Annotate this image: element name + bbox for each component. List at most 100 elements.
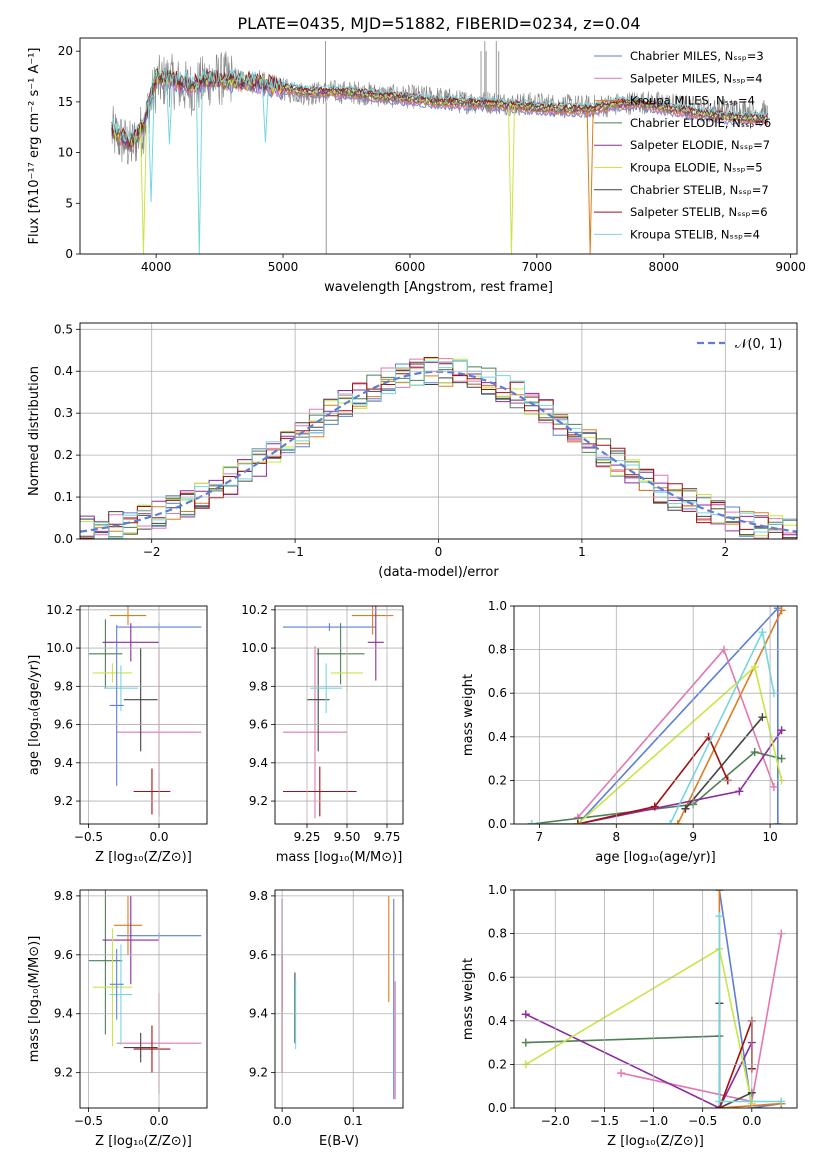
plus-marker	[758, 628, 767, 637]
plus-marker	[715, 1097, 724, 1106]
spectrum-legend: Chabrier MILES, Nₛₛₚ=3 Salpeter MILES, Nₛ…	[594, 49, 771, 241]
x-axis-label: E(B-V)	[319, 1134, 359, 1149]
mass-vs-Z-plot-area	[88, 890, 202, 1094]
plus-marker	[673, 820, 682, 824]
absorption-dip	[261, 84, 269, 143]
residual-histogram-axes: −2 −1 0 1 2 0.0 0.1 0.2 0.3 0.4 0.5 (data-model)/er…	[27, 322, 798, 580]
age-vs-mass-plot-area	[283, 606, 394, 819]
age-vs-mass-axes: 9.25 9.50 9.75 9.2 9.4 9.6 9.8 10.0 10.2 mass [lo…	[241, 603, 404, 865]
spectrum-axes: 4000 5000 6000 7000 8000 9000 0 5 10 15 20 waveleng…	[27, 37, 806, 295]
x-tick-label: 6000	[395, 260, 426, 274]
errorbar-point	[123, 1032, 158, 1063]
absorption-dip	[147, 96, 155, 203]
spectrum-plot-area	[111, 41, 769, 254]
massweight-vs-age-axes: 7 8 9 10 0.0 0.2 0.4 0.6 0.8 1.0 age [log₁₀(age/yr…	[461, 599, 798, 865]
x-tick-label: 9.50	[334, 830, 361, 844]
mass-weight-line-2	[718, 890, 782, 1108]
mass-weight-line-4	[577, 729, 783, 824]
legend-label: Kroupa ELODIE, Nₛₛₚ=5	[630, 161, 763, 175]
y-tick-label: 9.6	[54, 948, 73, 962]
axes-frame	[79, 37, 798, 255]
x-axis-label: Z [log₁₀(Z/Z⊙)]	[607, 1134, 704, 1149]
x-tick-label: 9.75	[374, 830, 401, 844]
absorption-dip	[165, 78, 173, 145]
legend-label: Salpeter STELIB, Nₛₛₚ=6	[630, 205, 768, 219]
mass-weight-line-3	[531, 751, 782, 824]
y-tick-label: 0.4	[488, 730, 507, 744]
x-tick-label: 4000	[141, 260, 172, 274]
x-axis-label: mass [log₁₀(M/M⊙)]	[276, 850, 403, 865]
errorbar-point	[109, 944, 133, 1045]
mass-vs-ebv-axes: 0.0 0.1 9.2 9.4 9.6 9.8 E(B-V)	[249, 889, 404, 1149]
axes-frame	[79, 605, 208, 825]
age-vs-Z-plot-area	[88, 606, 202, 817]
errorbar-point	[351, 606, 394, 635]
axes-frame	[513, 605, 798, 825]
x-axis-label: Z [log₁₀(Z/Z⊙)]	[95, 1134, 192, 1149]
plus-marker	[777, 606, 786, 615]
y-tick-label: 10.2	[241, 603, 268, 617]
y-tick-label: 9.2	[54, 1066, 73, 1080]
y-tick-label: 0.2	[488, 1057, 507, 1071]
x-tick-label: −0.5	[688, 1114, 717, 1128]
mass-weight-line-1	[620, 933, 783, 1103]
errorbar-point	[133, 1025, 171, 1073]
mass-weight-line-5	[525, 947, 753, 1104]
y-tick-label: 9.8	[54, 679, 73, 693]
legend-label: 𝒩(0, 1)	[735, 337, 782, 352]
errorbar-point	[92, 928, 133, 1047]
y-tick-label: 0.3	[54, 406, 73, 420]
y-tick-label: 0.4	[488, 1014, 507, 1028]
x-tick-label: 5000	[268, 260, 299, 274]
axes-frame	[513, 889, 798, 1109]
x-tick-label: 10	[762, 830, 777, 844]
errorbar-point	[367, 606, 384, 681]
x-tick-label: 9000	[775, 260, 806, 274]
x-tick-label: 7000	[522, 260, 553, 274]
plus-marker	[617, 1069, 626, 1078]
plus-marker	[773, 820, 782, 824]
x-axis-label: Z [log₁₀(Z/Z⊙)]	[95, 850, 192, 865]
mass-weight-line-6	[718, 1003, 753, 1108]
plus-marker	[573, 820, 582, 824]
y-tick-label: 10.0	[241, 641, 268, 655]
y-tick-label: 15	[58, 95, 73, 109]
errorbar-point	[109, 948, 124, 1020]
x-tick-label: 0.0	[149, 1114, 168, 1128]
y-tick-label: 9.4	[249, 756, 268, 770]
x-tick-label: 0.0	[273, 1114, 292, 1128]
y-tick-label: 20	[58, 44, 73, 58]
mass-weight-line-2	[531, 610, 783, 824]
massweight-vs-Z-axes: −2.0 −1.5 −1.0 −0.5 0.0 0.0 0.2 0.4 0.6 0.8 1.0 Z […	[461, 883, 798, 1149]
y-tick-label: 10	[58, 146, 73, 160]
y-tick-label: 1.0	[488, 883, 507, 897]
plus-marker	[715, 912, 724, 921]
x-tick-label: 2	[721, 545, 729, 559]
errorbar-point	[109, 625, 124, 786]
y-axis-label: mass [log₁₀(M/M⊙)]	[27, 936, 42, 1063]
errorbar-point	[123, 648, 158, 752]
y-tick-label: 0.5	[54, 322, 73, 336]
model-spectrum-8	[111, 67, 768, 143]
plus-marker	[527, 820, 536, 824]
y-tick-label: 9.6	[54, 718, 73, 732]
legend-label: Kroupa STELIB, Nₛₛₚ=4	[630, 227, 760, 241]
mass-weight-line-0	[718, 890, 782, 1108]
mass-vs-ebv-plot-area	[281, 895, 396, 1100]
y-axis-label: mass weight	[461, 958, 476, 1040]
absorption-dip	[139, 124, 147, 254]
legend-label: Salpeter MILES, Nₛₛₚ=4	[630, 71, 763, 85]
x-tick-label: 0.1	[344, 1114, 363, 1128]
y-tick-label: 0.2	[54, 448, 73, 462]
plus-marker	[521, 1038, 530, 1047]
legend-label: Salpeter ELODIE, Nₛₛₚ=7	[630, 138, 770, 152]
axes-frame	[79, 322, 798, 540]
y-tick-label: 9.8	[54, 889, 73, 903]
x-tick-label: 0.0	[742, 1114, 761, 1128]
x-axis-label: age [log₁₀(age/yr)]	[595, 850, 716, 865]
errorbar-point	[92, 663, 133, 683]
plus-marker	[650, 802, 659, 811]
y-tick-label: 0.2	[488, 773, 507, 787]
y-tick-label: 9.2	[54, 794, 73, 808]
